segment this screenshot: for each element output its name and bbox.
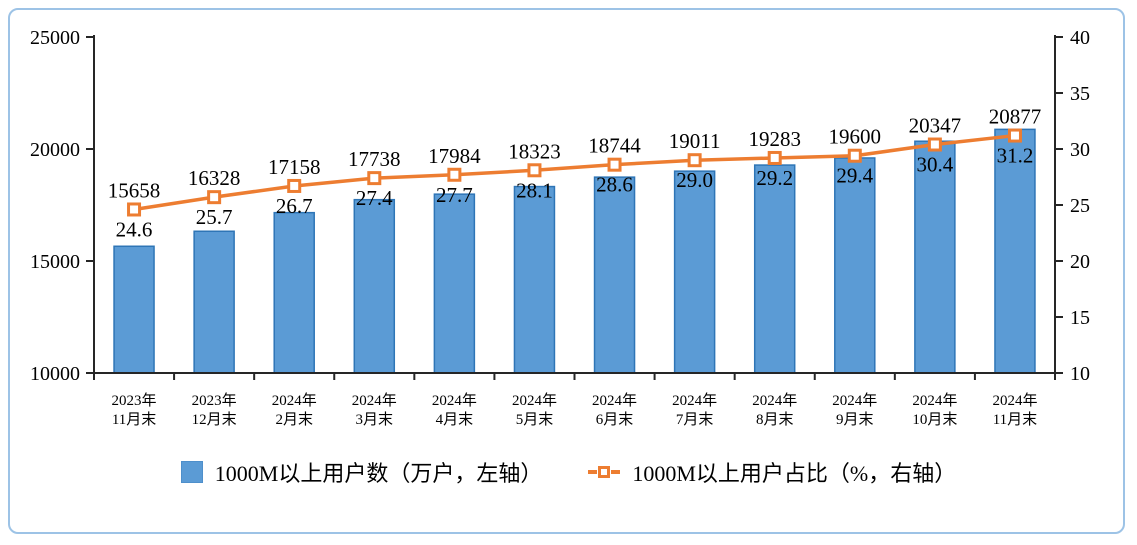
line-percent-label: 29.0 [676, 168, 713, 192]
x-category-label: 2月末 [275, 411, 313, 428]
x-category-label: 11月末 [112, 411, 156, 428]
line-marker [367, 171, 382, 186]
y-right-tick-label: 10 [1070, 363, 1090, 385]
line-marker [447, 167, 462, 182]
x-category-label: 2024年 [992, 392, 1037, 409]
bar-value-label: 20877 [989, 105, 1042, 129]
x-category-label: 11月末 [993, 411, 1037, 428]
bar [433, 193, 476, 374]
bar [593, 176, 636, 374]
bar [513, 185, 556, 374]
bar-series-swatch-icon [180, 461, 203, 483]
bar [193, 230, 235, 374]
bar [834, 157, 876, 374]
line-series-marker-icon [588, 466, 621, 478]
x-category-label: 2024年 [512, 392, 557, 409]
x-category-label: 10月末 [912, 411, 957, 428]
line-marker [927, 137, 942, 152]
x-category-label: 3月末 [356, 411, 394, 428]
x-category-label: 12月末 [192, 411, 237, 428]
bar [353, 198, 396, 374]
y-left-tick-label: 25000 [30, 27, 80, 49]
bar-value-label: 17158 [268, 155, 321, 179]
bar-value-label: 19600 [829, 125, 882, 149]
line-marker [527, 163, 542, 178]
x-category-label: 2023年 [192, 392, 237, 409]
y-right-tick-label: 35 [1070, 83, 1090, 105]
bar-value-label: 15658 [108, 178, 161, 202]
line-series [133, 133, 1016, 212]
x-category-label: 2024年 [912, 392, 957, 409]
legend-item-bar-series: 1000M以上用户数（万户，左轴） [180, 456, 543, 488]
x-category-label: 8月末 [756, 411, 794, 428]
legend-item-line-series: 1000M以上用户占比（%，右轴） [588, 456, 956, 488]
x-category-label: 2024年 [432, 392, 477, 409]
x-category-label: 2024年 [832, 392, 877, 409]
bar [753, 164, 796, 374]
line-percent-label: 27.4 [356, 186, 393, 210]
line-marker [607, 157, 622, 172]
y-left-tick-label: 10000 [30, 363, 80, 385]
bar-value-label: 16328 [188, 166, 241, 190]
chart-legend: 1000M以上用户数（万户，左轴） 1000M以上用户占比（%，右轴） [0, 453, 1137, 491]
bar-value-label: 20347 [909, 114, 962, 138]
line-percent-label: 28.1 [516, 178, 553, 202]
line-percent-label: 24.6 [116, 217, 153, 241]
line-marker [207, 190, 222, 205]
line-series-legend-label: 1000M以上用户占比（%，右轴） [632, 461, 957, 486]
x-category-label: 7月末 [676, 411, 714, 428]
y-left-tick-label: 20000 [30, 139, 80, 161]
y-right-tick-label: 40 [1070, 27, 1090, 49]
y-right-tick-label: 30 [1070, 139, 1090, 161]
line-marker [287, 178, 302, 193]
chart-frame-border [8, 8, 1125, 534]
y-left-tick-label: 15000 [30, 251, 80, 273]
bar [273, 211, 315, 374]
y-right-tick-label: 20 [1070, 251, 1090, 273]
bar-value-label: 19283 [748, 127, 801, 151]
line-marker [687, 153, 702, 168]
line-percent-label: 31.2 [997, 144, 1034, 168]
bar [673, 170, 716, 374]
x-category-label: 2024年 [672, 392, 717, 409]
line-marker [127, 202, 142, 217]
x-category-label: 2024年 [592, 392, 637, 409]
x-category-label: 2024年 [752, 392, 797, 409]
bar-value-label: 19011 [669, 129, 721, 153]
bar-value-label: 17738 [348, 147, 401, 171]
line-marker [767, 150, 782, 165]
line-percent-label: 30.4 [917, 153, 954, 177]
x-category-label: 2024年 [352, 392, 397, 409]
x-category-label: 5月末 [516, 411, 554, 428]
line-marker [847, 148, 862, 163]
line-marker [1007, 128, 1022, 143]
x-category-label: 6月末 [596, 411, 634, 428]
x-category-label: 2024年 [272, 392, 317, 409]
x-category-label: 9月末 [836, 411, 874, 428]
bar-value-label: 18323 [508, 139, 561, 163]
line-percent-label: 26.7 [276, 194, 313, 218]
line-percent-label: 27.7 [436, 183, 473, 207]
x-category-label: 2023年 [112, 392, 157, 409]
y-right-tick-label: 25 [1070, 195, 1090, 217]
y-right-tick-label: 15 [1070, 307, 1090, 329]
bar [914, 140, 956, 374]
bar-value-label: 18744 [588, 134, 641, 158]
bar-value-label: 17984 [428, 144, 481, 168]
bar [994, 128, 1036, 374]
bar-series-legend-label: 1000M以上用户数（万户，左轴） [214, 461, 543, 486]
x-category-label: 4月末 [436, 411, 474, 428]
line-percent-label: 28.6 [596, 173, 633, 197]
line-percent-label: 29.2 [756, 166, 793, 190]
bar [113, 245, 155, 374]
line-percent-label: 25.7 [196, 205, 233, 229]
line-percent-label: 29.4 [836, 164, 873, 188]
